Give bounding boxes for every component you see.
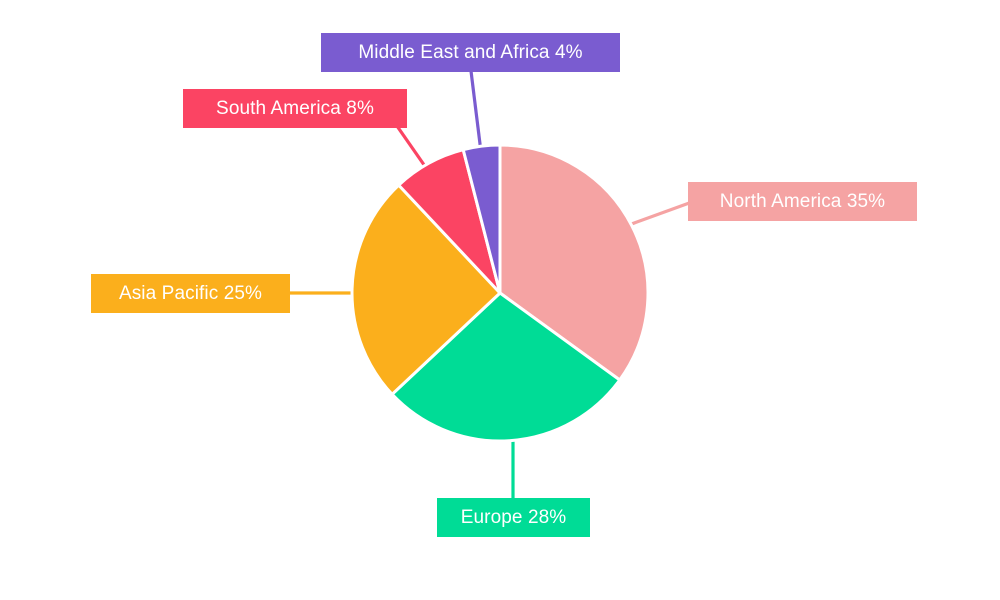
pie-label-middle-east-and-africa: Middle East and Africa 4% xyxy=(321,33,620,72)
leader-line-north-america xyxy=(625,200,693,228)
pie-label-asia-pacific-text: Asia Pacific 25% xyxy=(118,283,263,304)
pie-label-europe-text: Europe 28% xyxy=(460,507,567,528)
pie-label-north-america-text: North America 35% xyxy=(719,191,886,212)
pie-label-asia-pacific: Asia Pacific 25% xyxy=(91,274,290,313)
pie-label-south-america: South America 8% xyxy=(183,89,407,128)
leader-line-middle-east-and-africa xyxy=(469,70,483,153)
pie-slice-middle-east-and-africa[interactable] xyxy=(461,143,502,295)
pie-label-north-america: North America 35% xyxy=(688,182,917,221)
pie-wedges xyxy=(350,143,650,443)
pie-slice-europe[interactable] xyxy=(390,291,622,443)
pie-slice-asia-pacific[interactable] xyxy=(350,183,502,396)
pie-label-europe: Europe 28% xyxy=(437,498,590,537)
pie-slice-north-america[interactable] xyxy=(498,143,650,382)
leader-lines xyxy=(287,70,693,499)
leader-line-south-america xyxy=(395,125,431,173)
pie-label-middle-east-and-africa-text: Middle East and Africa 4% xyxy=(358,42,583,63)
pie-label-south-america-text: South America 8% xyxy=(216,98,374,119)
